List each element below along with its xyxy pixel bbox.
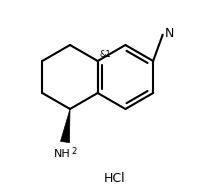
Text: NH: NH <box>54 149 70 159</box>
Text: HCl: HCl <box>104 171 126 184</box>
Text: &1: &1 <box>100 50 111 59</box>
Text: N: N <box>165 27 174 40</box>
Polygon shape <box>60 109 70 143</box>
Text: 2: 2 <box>71 147 76 156</box>
